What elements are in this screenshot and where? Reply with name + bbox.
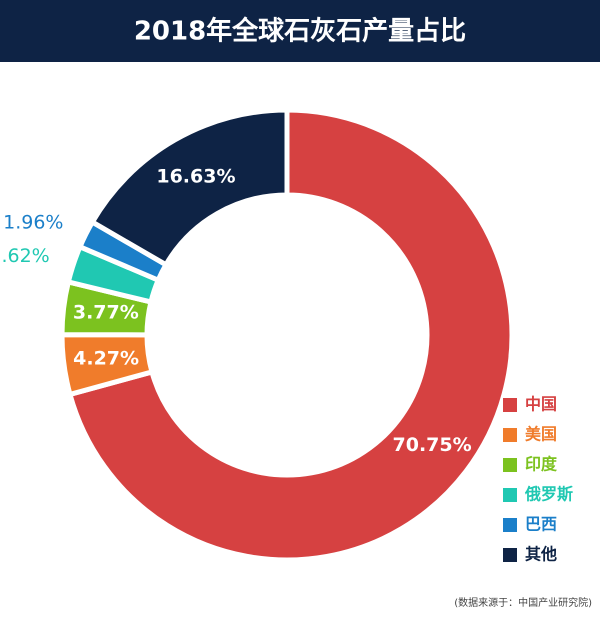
legend-swatch xyxy=(503,518,517,532)
legend-swatch xyxy=(503,458,517,472)
legend-swatch xyxy=(503,398,517,412)
legend-label: 俄罗斯 xyxy=(524,485,573,504)
data-label: 2.62% xyxy=(0,245,50,267)
legend-label: 巴西 xyxy=(525,515,557,534)
data-label: 1.96% xyxy=(3,212,63,234)
source-note: (数据来源于：中国产业研究院) xyxy=(454,596,592,609)
legend-swatch xyxy=(503,488,517,502)
legend-label: 美国 xyxy=(525,425,557,444)
legend-label: 其他 xyxy=(525,545,557,564)
data-label: 3.77% xyxy=(73,302,139,324)
title-bar xyxy=(0,0,600,62)
donut-segment xyxy=(66,107,515,563)
legend-label: 中国 xyxy=(525,395,557,414)
legend-swatch xyxy=(503,428,517,442)
data-label: 70.75% xyxy=(393,434,472,456)
donut-segment xyxy=(88,107,290,269)
data-label: 4.27% xyxy=(73,348,139,370)
legend-swatch xyxy=(503,548,517,562)
chart-title: 2018年全球石灰石产量占比 xyxy=(134,16,466,47)
legend-label: 印度 xyxy=(525,455,558,474)
data-label: 16.63% xyxy=(156,165,235,187)
